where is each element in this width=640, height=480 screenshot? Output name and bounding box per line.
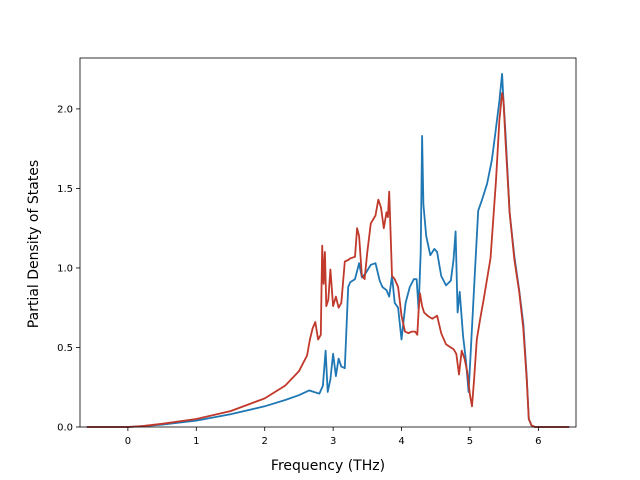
y-tick-label: 0.5 [57,343,73,354]
x-tick-label: 5 [467,436,473,447]
x-tick-label: 1 [193,436,199,447]
y-tick-label: 2.0 [57,104,73,115]
axes-frame [79,57,577,428]
series-line-2 [86,92,570,428]
x-tick-label: 4 [398,436,404,447]
series-layer [86,73,570,428]
x-tick-label: 0 [125,436,131,447]
y-tick-label: 0.0 [57,423,73,434]
x-tick-label: 6 [535,436,541,447]
y-axis-title: Partial Density of States [26,160,42,328]
series-line-1 [86,73,570,428]
x-axis-title: Frequency (THz) [271,458,385,474]
x-axis-ticks: 0 1 2 3 4 5 6 [125,427,542,447]
y-tick-label: 1.5 [57,184,73,195]
x-tick-label: 2 [262,436,268,447]
y-tick-label: 1.0 [57,263,73,274]
x-tick-label: 3 [330,436,336,447]
y-axis-ticks: 0.0 0.5 1.0 1.5 2.0 [57,104,80,434]
